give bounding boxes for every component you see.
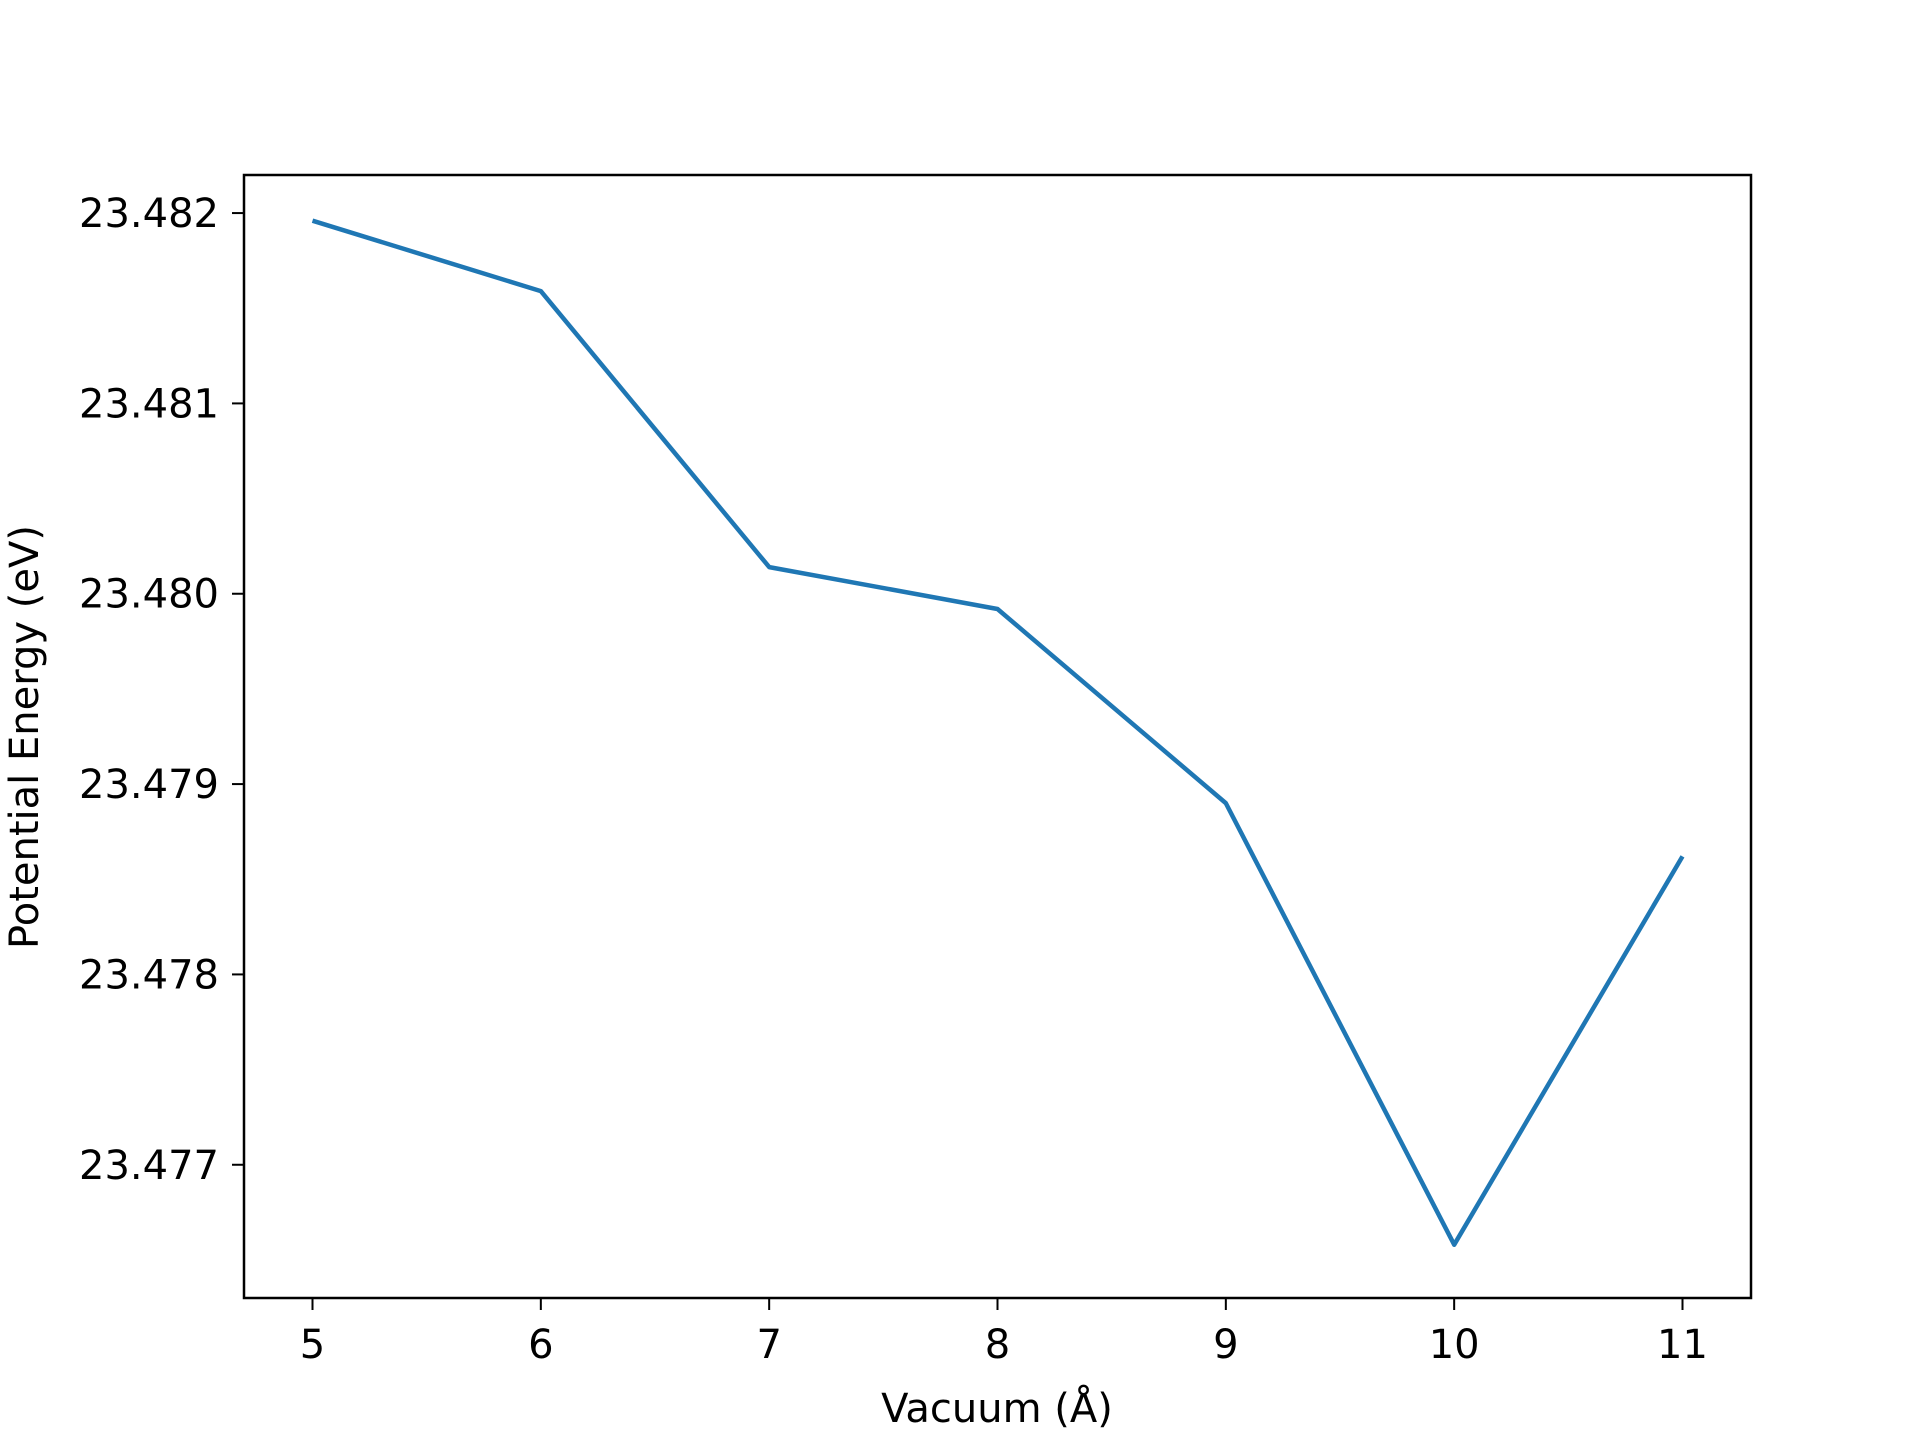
x-tick-label: 11	[1657, 1322, 1708, 1368]
y-tick-label: 23.480	[79, 572, 219, 618]
y-tick-label: 23.479	[79, 762, 219, 808]
y-tick-label: 23.482	[79, 191, 219, 237]
x-tick-label: 5	[300, 1322, 325, 1368]
x-tick-label: 10	[1429, 1322, 1480, 1368]
axes-frame	[242, 173, 1753, 1300]
y-axis-label: Potential Energy (eV)	[2, 525, 48, 949]
y-tick-label: 23.478	[79, 952, 219, 998]
plot-area	[311, 218, 1685, 1247]
axis-ticks: 5 6 7 8 9 10 11 23.477 23.478 23.479 23.480 23.481 2…	[79, 191, 1708, 1368]
y-tick-label: 23.481	[79, 381, 219, 427]
x-tick-label: 8	[985, 1322, 1010, 1368]
x-axis-label: Vacuum (Å)	[881, 1384, 1113, 1432]
x-tick-label: 7	[756, 1322, 781, 1368]
x-tick-label: 9	[1213, 1322, 1238, 1368]
x-tick-label: 6	[528, 1322, 553, 1368]
series-line	[311, 218, 1685, 1247]
y-tick-label: 23.477	[79, 1143, 219, 1189]
